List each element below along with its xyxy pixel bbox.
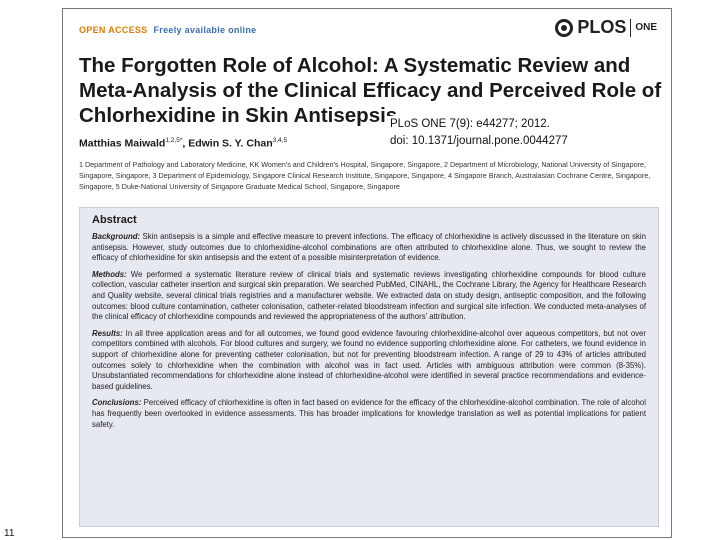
author-name: Matthias Maiwald <box>79 137 166 150</box>
abstract-box: Abstract Background: Skin antisepsis is … <box>79 207 659 527</box>
author-separator: , <box>182 137 189 150</box>
author-affiliation-marks: 3,4,5 <box>272 137 288 144</box>
publisher-name: PLOS <box>577 17 627 37</box>
paper-title: The Forgotten Role of Alcohol: A Systema… <box>79 54 662 127</box>
section-label: Background: <box>92 232 141 241</box>
abstract-heading: Abstract <box>92 214 137 226</box>
section-text: In all three application areas and for a… <box>92 328 646 391</box>
abstract-results: Results: In all three application areas … <box>92 329 646 393</box>
open-access-label: OPEN ACCESS <box>79 25 148 35</box>
open-access-banner: OPEN ACCESS Freely available online <box>79 25 256 35</box>
section-label: Methods: <box>92 269 127 279</box>
slide-page-number: 11 <box>4 528 15 539</box>
section-text: Perceived efficacy of chlorhexidine is o… <box>92 398 646 429</box>
freely-available-label: Freely available online <box>153 25 257 35</box>
abstract-conclusions: Conclusions: Perceived efficacy of chlor… <box>92 398 646 430</box>
citation-journal: PLoS ONE 7(9): e44277; 2012. <box>390 118 550 130</box>
paper-page: OPEN ACCESS Freely available online PLOS … <box>62 8 672 538</box>
author-affiliation-marks: 1,2,5* <box>165 137 183 144</box>
journal-name: ONE <box>635 22 657 33</box>
citation-overlay: PLoS ONE 7(9): e44277; 2012. doi: 10.137… <box>386 116 614 150</box>
plos-mark-icon <box>555 18 574 37</box>
citation-doi: doi: 10.1371/journal.pone.0044277 <box>390 135 568 147</box>
section-text: We performed a systematic literature rev… <box>92 269 646 322</box>
affiliations: 1 Department of Pathology and Laboratory… <box>79 160 651 191</box>
plos-logo: PLOS ONE <box>555 17 657 38</box>
section-text: Skin antisepsis is a simple and effectiv… <box>92 232 646 263</box>
section-label: Results: <box>92 328 123 338</box>
author-list: Matthias Maiwald1,2,5*, Edwin S. Y. Chan… <box>79 137 287 150</box>
section-label: Conclusions: <box>92 398 142 408</box>
abstract-background: Background: Skin antisepsis is a simple … <box>92 232 646 264</box>
logo-divider <box>630 18 632 37</box>
author-name: Edwin S. Y. Chan <box>188 137 273 150</box>
abstract-methods: Methods: We performed a systematic liter… <box>92 270 646 323</box>
